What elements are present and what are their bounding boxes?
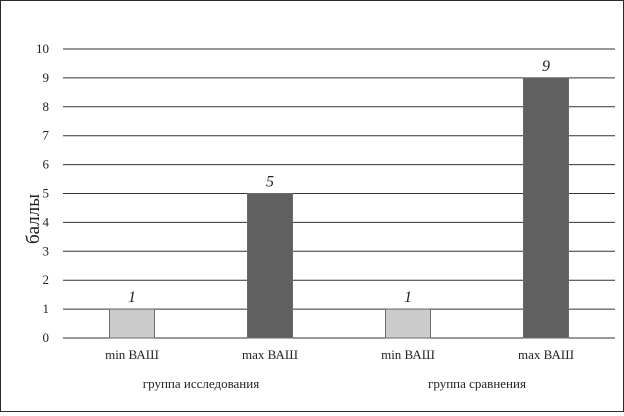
- x-axis-categories: min ВАШ max ВАШ min ВАШ max ВАШ: [105, 347, 574, 362]
- data-label: 1: [404, 289, 412, 306]
- bars: [109, 77, 569, 339]
- y-tick-label: 8: [43, 99, 50, 114]
- y-tick-label: 1: [43, 301, 50, 316]
- bar: [247, 193, 293, 339]
- y-tick-label: 2: [43, 272, 50, 287]
- y-tick-label: 3: [43, 243, 50, 258]
- bar: [385, 308, 431, 339]
- y-tick-label: 9: [43, 70, 50, 85]
- category-label: min ВАШ: [381, 347, 435, 362]
- y-tick-label: 7: [43, 128, 50, 143]
- y-tick-label: 10: [36, 41, 49, 56]
- y-axis-ticks: 0 1 2 3 4 5 6 7 8 9 10: [36, 41, 50, 345]
- x-axis-groups: группа исследования группа сравнения: [143, 376, 526, 391]
- group-label: группа исследования: [143, 376, 259, 391]
- group-label: группа сравнения: [428, 376, 526, 391]
- data-label: 1: [128, 289, 136, 306]
- y-tick-label: 0: [43, 330, 50, 345]
- bar: [523, 77, 569, 339]
- y-tick-label: 4: [43, 214, 50, 229]
- y-tick-label: 5: [43, 186, 50, 201]
- category-label: max ВАШ: [242, 347, 298, 362]
- data-label: 9: [542, 58, 550, 75]
- category-label: min ВАШ: [105, 347, 159, 362]
- bar: [109, 308, 155, 339]
- y-axis-label: баллы: [23, 194, 44, 244]
- y-tick-label: 6: [43, 157, 50, 172]
- data-label: 5: [266, 174, 274, 191]
- category-label: max ВАШ: [518, 347, 574, 362]
